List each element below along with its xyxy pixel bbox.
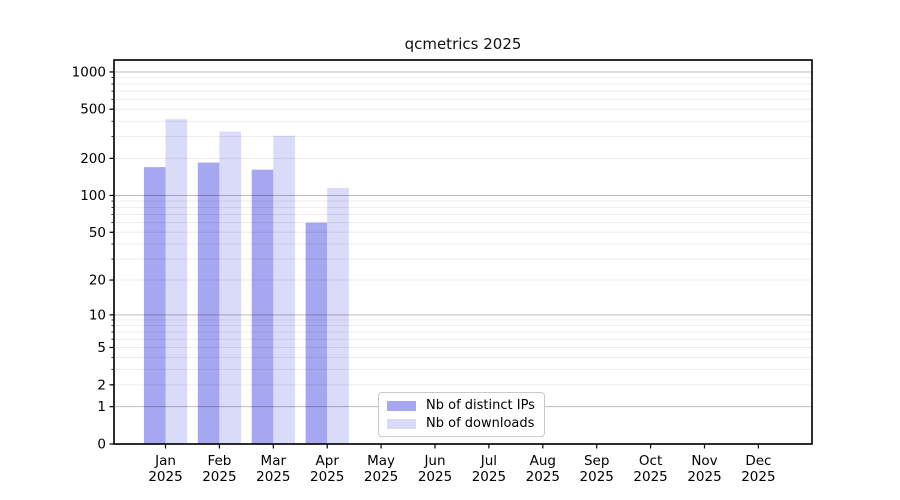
legend-swatch-distinct-ips bbox=[387, 401, 416, 411]
x-tick-label-month: Jul bbox=[480, 453, 497, 469]
y-tick-label: 0 bbox=[97, 437, 106, 453]
x-tick-label-month: Jan bbox=[154, 453, 176, 469]
chart-title: qcmetrics 2025 bbox=[404, 35, 522, 53]
x-tick-label-year: 2025 bbox=[148, 469, 182, 485]
bar-downloads bbox=[273, 135, 295, 444]
x-tick-label-month: Jun bbox=[423, 453, 445, 469]
x-tick-label-month: Nov bbox=[691, 453, 717, 469]
plot-frame bbox=[113, 59, 813, 445]
bar-distinct-ips bbox=[197, 162, 220, 445]
y-tick-label: 200 bbox=[80, 151, 106, 167]
x-tick-label-month: Mar bbox=[261, 453, 287, 469]
legend-label-downloads: Nb of downloads bbox=[426, 416, 535, 431]
x-tick-label-year: 2025 bbox=[526, 469, 560, 485]
x-tick-label-year: 2025 bbox=[418, 469, 452, 485]
x-tick-label-year: 2025 bbox=[633, 469, 667, 485]
x-tick-label-year: 2025 bbox=[364, 469, 398, 485]
y-tick-label: 1 bbox=[97, 399, 106, 415]
x-tick-label-month: Aug bbox=[530, 453, 556, 469]
bar-distinct-ips bbox=[251, 169, 274, 445]
legend-swatch-downloads bbox=[387, 419, 416, 429]
x-tick-label-year: 2025 bbox=[202, 469, 236, 485]
y-tick-label: 1000 bbox=[72, 64, 106, 80]
y-tick-label: 2 bbox=[97, 377, 106, 393]
x-tick-label-month: May bbox=[367, 453, 395, 469]
x-tick-label-month: Feb bbox=[207, 453, 231, 469]
legend-label-distinct-ips: Nb of distinct IPs bbox=[426, 398, 535, 413]
x-tick-label-month: Sep bbox=[584, 453, 609, 469]
x-tick-label-year: 2025 bbox=[687, 469, 721, 485]
y-tick-label: 100 bbox=[80, 188, 106, 204]
y-tick-label: 5 bbox=[97, 340, 106, 356]
bar-downloads bbox=[219, 131, 241, 445]
bar-distinct-ips bbox=[143, 167, 166, 445]
legend-item-distinct-ips: Nb of distinct IPs bbox=[387, 397, 544, 415]
bar-distinct-ips bbox=[305, 222, 328, 444]
x-tick-label-year: 2025 bbox=[472, 469, 506, 485]
legend-item-downloads: Nb of downloads bbox=[387, 415, 544, 433]
y-tick-label: 10 bbox=[89, 307, 106, 323]
bar-downloads bbox=[165, 119, 188, 445]
bar-downloads bbox=[327, 188, 349, 444]
y-tick-label: 50 bbox=[89, 225, 106, 241]
x-tick-label-month: Oct bbox=[639, 453, 662, 469]
x-tick-label-year: 2025 bbox=[741, 469, 775, 485]
x-tick-label-year: 2025 bbox=[580, 469, 614, 485]
legend: Nb of distinct IPs Nb of downloads bbox=[378, 392, 545, 437]
x-tick-label-year: 2025 bbox=[310, 469, 344, 485]
y-tick-label: 500 bbox=[80, 102, 106, 118]
x-tick-label-year: 2025 bbox=[256, 469, 290, 485]
x-tick-label-month: Apr bbox=[316, 453, 340, 469]
x-tick-label-month: Dec bbox=[745, 453, 771, 469]
y-tick-label: 20 bbox=[89, 273, 106, 289]
